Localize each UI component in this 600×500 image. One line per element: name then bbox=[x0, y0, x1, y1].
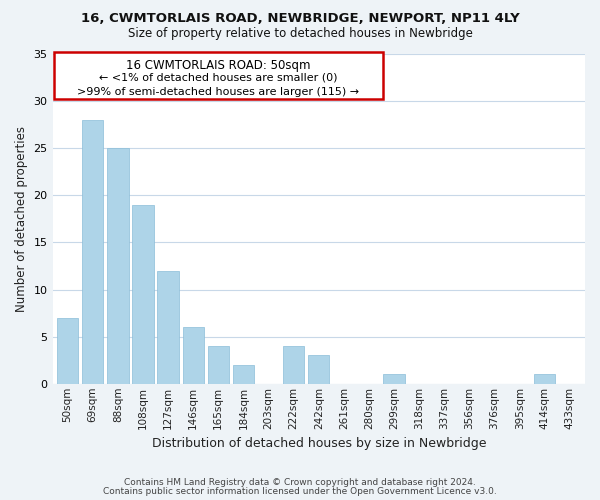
Bar bbox=[182, 327, 204, 384]
Bar bbox=[233, 365, 254, 384]
Text: Size of property relative to detached houses in Newbridge: Size of property relative to detached ho… bbox=[128, 28, 472, 40]
Bar bbox=[534, 374, 556, 384]
Bar bbox=[82, 120, 103, 384]
Bar bbox=[283, 346, 304, 384]
FancyBboxPatch shape bbox=[54, 52, 383, 99]
X-axis label: Distribution of detached houses by size in Newbridge: Distribution of detached houses by size … bbox=[152, 437, 486, 450]
Text: Contains HM Land Registry data © Crown copyright and database right 2024.: Contains HM Land Registry data © Crown c… bbox=[124, 478, 476, 487]
Bar bbox=[132, 204, 154, 384]
Bar bbox=[208, 346, 229, 384]
Bar bbox=[308, 356, 329, 384]
Bar bbox=[383, 374, 405, 384]
Text: >99% of semi-detached houses are larger (115) →: >99% of semi-detached houses are larger … bbox=[77, 87, 359, 97]
Bar bbox=[107, 148, 128, 384]
Bar bbox=[157, 270, 179, 384]
Text: ← <1% of detached houses are smaller (0): ← <1% of detached houses are smaller (0) bbox=[99, 73, 338, 83]
Bar bbox=[57, 318, 78, 384]
Text: 16, CWMTORLAIS ROAD, NEWBRIDGE, NEWPORT, NP11 4LY: 16, CWMTORLAIS ROAD, NEWBRIDGE, NEWPORT,… bbox=[80, 12, 520, 26]
Y-axis label: Number of detached properties: Number of detached properties bbox=[15, 126, 28, 312]
Text: 16 CWMTORLAIS ROAD: 50sqm: 16 CWMTORLAIS ROAD: 50sqm bbox=[126, 58, 311, 71]
Text: Contains public sector information licensed under the Open Government Licence v3: Contains public sector information licen… bbox=[103, 487, 497, 496]
